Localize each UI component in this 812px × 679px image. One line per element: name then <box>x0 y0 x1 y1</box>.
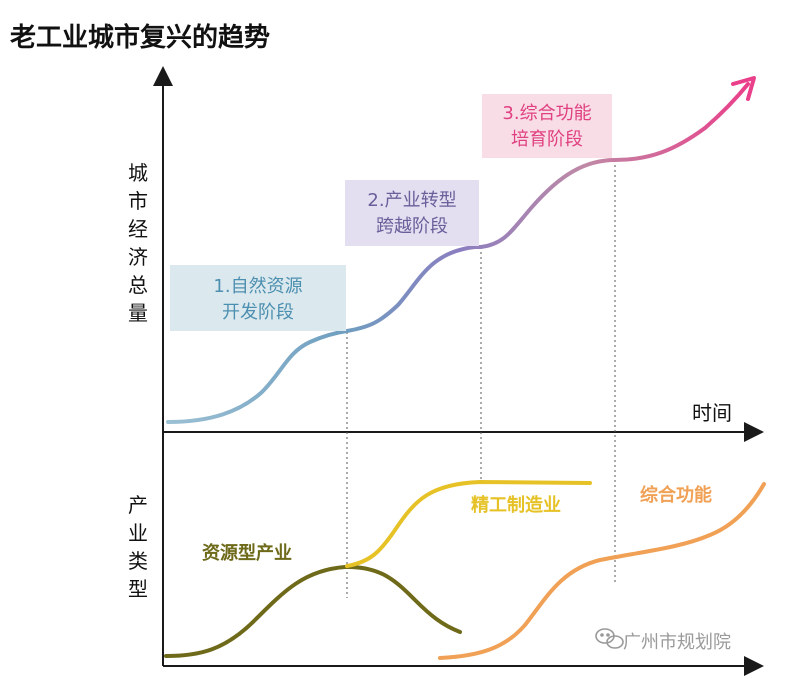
upper-y-label-char: 总 <box>128 273 148 297</box>
upper-y-label-char: 济 <box>128 245 148 269</box>
stage-label-1-line-1: 1.自然资源 <box>213 276 302 297</box>
watermark: 广州市规划院 <box>595 628 731 653</box>
stage-label-1-bg <box>170 265 346 331</box>
stage-label-1-line-2: 开发阶段 <box>222 302 294 323</box>
stage-label-2-bg <box>345 180 479 246</box>
industry-label-comprehensive: 综合功能 <box>640 484 712 506</box>
stage-label-3-bg <box>482 94 612 158</box>
upper-y-label-char: 量 <box>128 301 148 325</box>
stage-label-3: 3.综合功能 培育阶段 <box>482 94 612 158</box>
industry-label-manufacturing: 精工制造业 <box>471 494 561 516</box>
stage-label-1: 1.自然资源 开发阶段 <box>170 265 346 331</box>
resource-industry-curve <box>164 564 462 658</box>
stage-label-2-line-1: 2.产业转型 <box>367 190 456 211</box>
industry-label-resource: 资源型产业 <box>202 542 292 564</box>
lower-y-axis-label: 产 业 类 型 <box>128 493 148 601</box>
comprehensive-function-curve <box>438 482 766 660</box>
stage-label-3-line-2: 培育阶段 <box>511 129 583 150</box>
upper-y-label-char: 市 <box>128 189 148 213</box>
upper-y-label-char: 经 <box>128 217 148 241</box>
manufacturing-industry-curve <box>345 479 592 568</box>
growth-arrowhead <box>731 76 756 101</box>
wechat-icon <box>595 628 624 649</box>
watermark-text: 广州市规划院 <box>623 632 731 653</box>
diagram-title: 老工业城市复兴的趋势 <box>10 22 270 53</box>
lower-y-label-char: 产 <box>128 493 148 517</box>
stage-label-2: 2.产业转型 跨越阶段 <box>345 180 479 246</box>
lower-y-label-char: 类 <box>128 549 148 573</box>
lower-y-label-char: 业 <box>128 521 148 545</box>
x-axis-label: 时间 <box>692 401 732 425</box>
upper-y-axis-label: 城 市 经 济 总 量 <box>128 161 148 325</box>
stage-label-2-line-2: 跨越阶段 <box>376 216 448 237</box>
upper-y-label-char: 城 <box>128 161 148 185</box>
stage-label-3-line-1: 3.综合功能 <box>502 103 591 124</box>
economic-growth-curve <box>166 82 750 424</box>
lower-y-label-char: 型 <box>128 577 148 601</box>
